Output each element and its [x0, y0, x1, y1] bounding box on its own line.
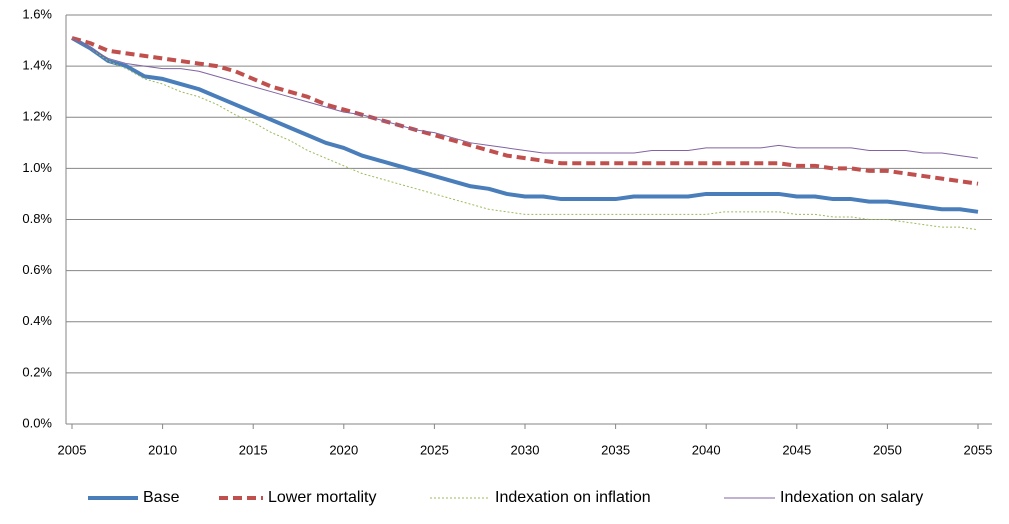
x-tick-label: 2055 — [964, 442, 993, 457]
y-tick-label: 0.0% — [22, 415, 52, 430]
x-tick-label: 2035 — [601, 442, 630, 457]
y-tick-label: 1.0% — [22, 160, 52, 175]
legend-label: Indexation on inflation — [495, 489, 651, 506]
x-tick-label: 2025 — [420, 442, 449, 457]
legend-label: Lower mortality — [268, 489, 376, 506]
legend-label: Indexation on salary — [780, 489, 923, 506]
x-tick-label: 2040 — [692, 442, 721, 457]
series-line — [71, 36, 979, 186]
x-tick-label: 2045 — [782, 442, 811, 457]
x-tick-label: 2020 — [329, 442, 358, 457]
y-tick-label: 0.6% — [22, 262, 52, 277]
y-tick-label: 1.4% — [22, 58, 52, 73]
series-line — [71, 37, 979, 159]
series-line — [71, 36, 979, 214]
x-tick-label: 2005 — [58, 442, 87, 457]
x-tick-label: 2050 — [873, 442, 902, 457]
y-tick-label: 1.6% — [22, 6, 52, 21]
legend-label: Base — [143, 489, 180, 506]
x-tick-label: 2030 — [511, 442, 540, 457]
series-line — [71, 37, 979, 231]
x-tick-label: 2015 — [239, 442, 268, 457]
y-tick-label: 0.8% — [22, 211, 52, 226]
y-tick-label: 0.2% — [22, 364, 52, 379]
x-tick-label: 2010 — [148, 442, 177, 457]
y-tick-label: 0.4% — [22, 313, 52, 328]
y-tick-label: 1.2% — [22, 109, 52, 124]
